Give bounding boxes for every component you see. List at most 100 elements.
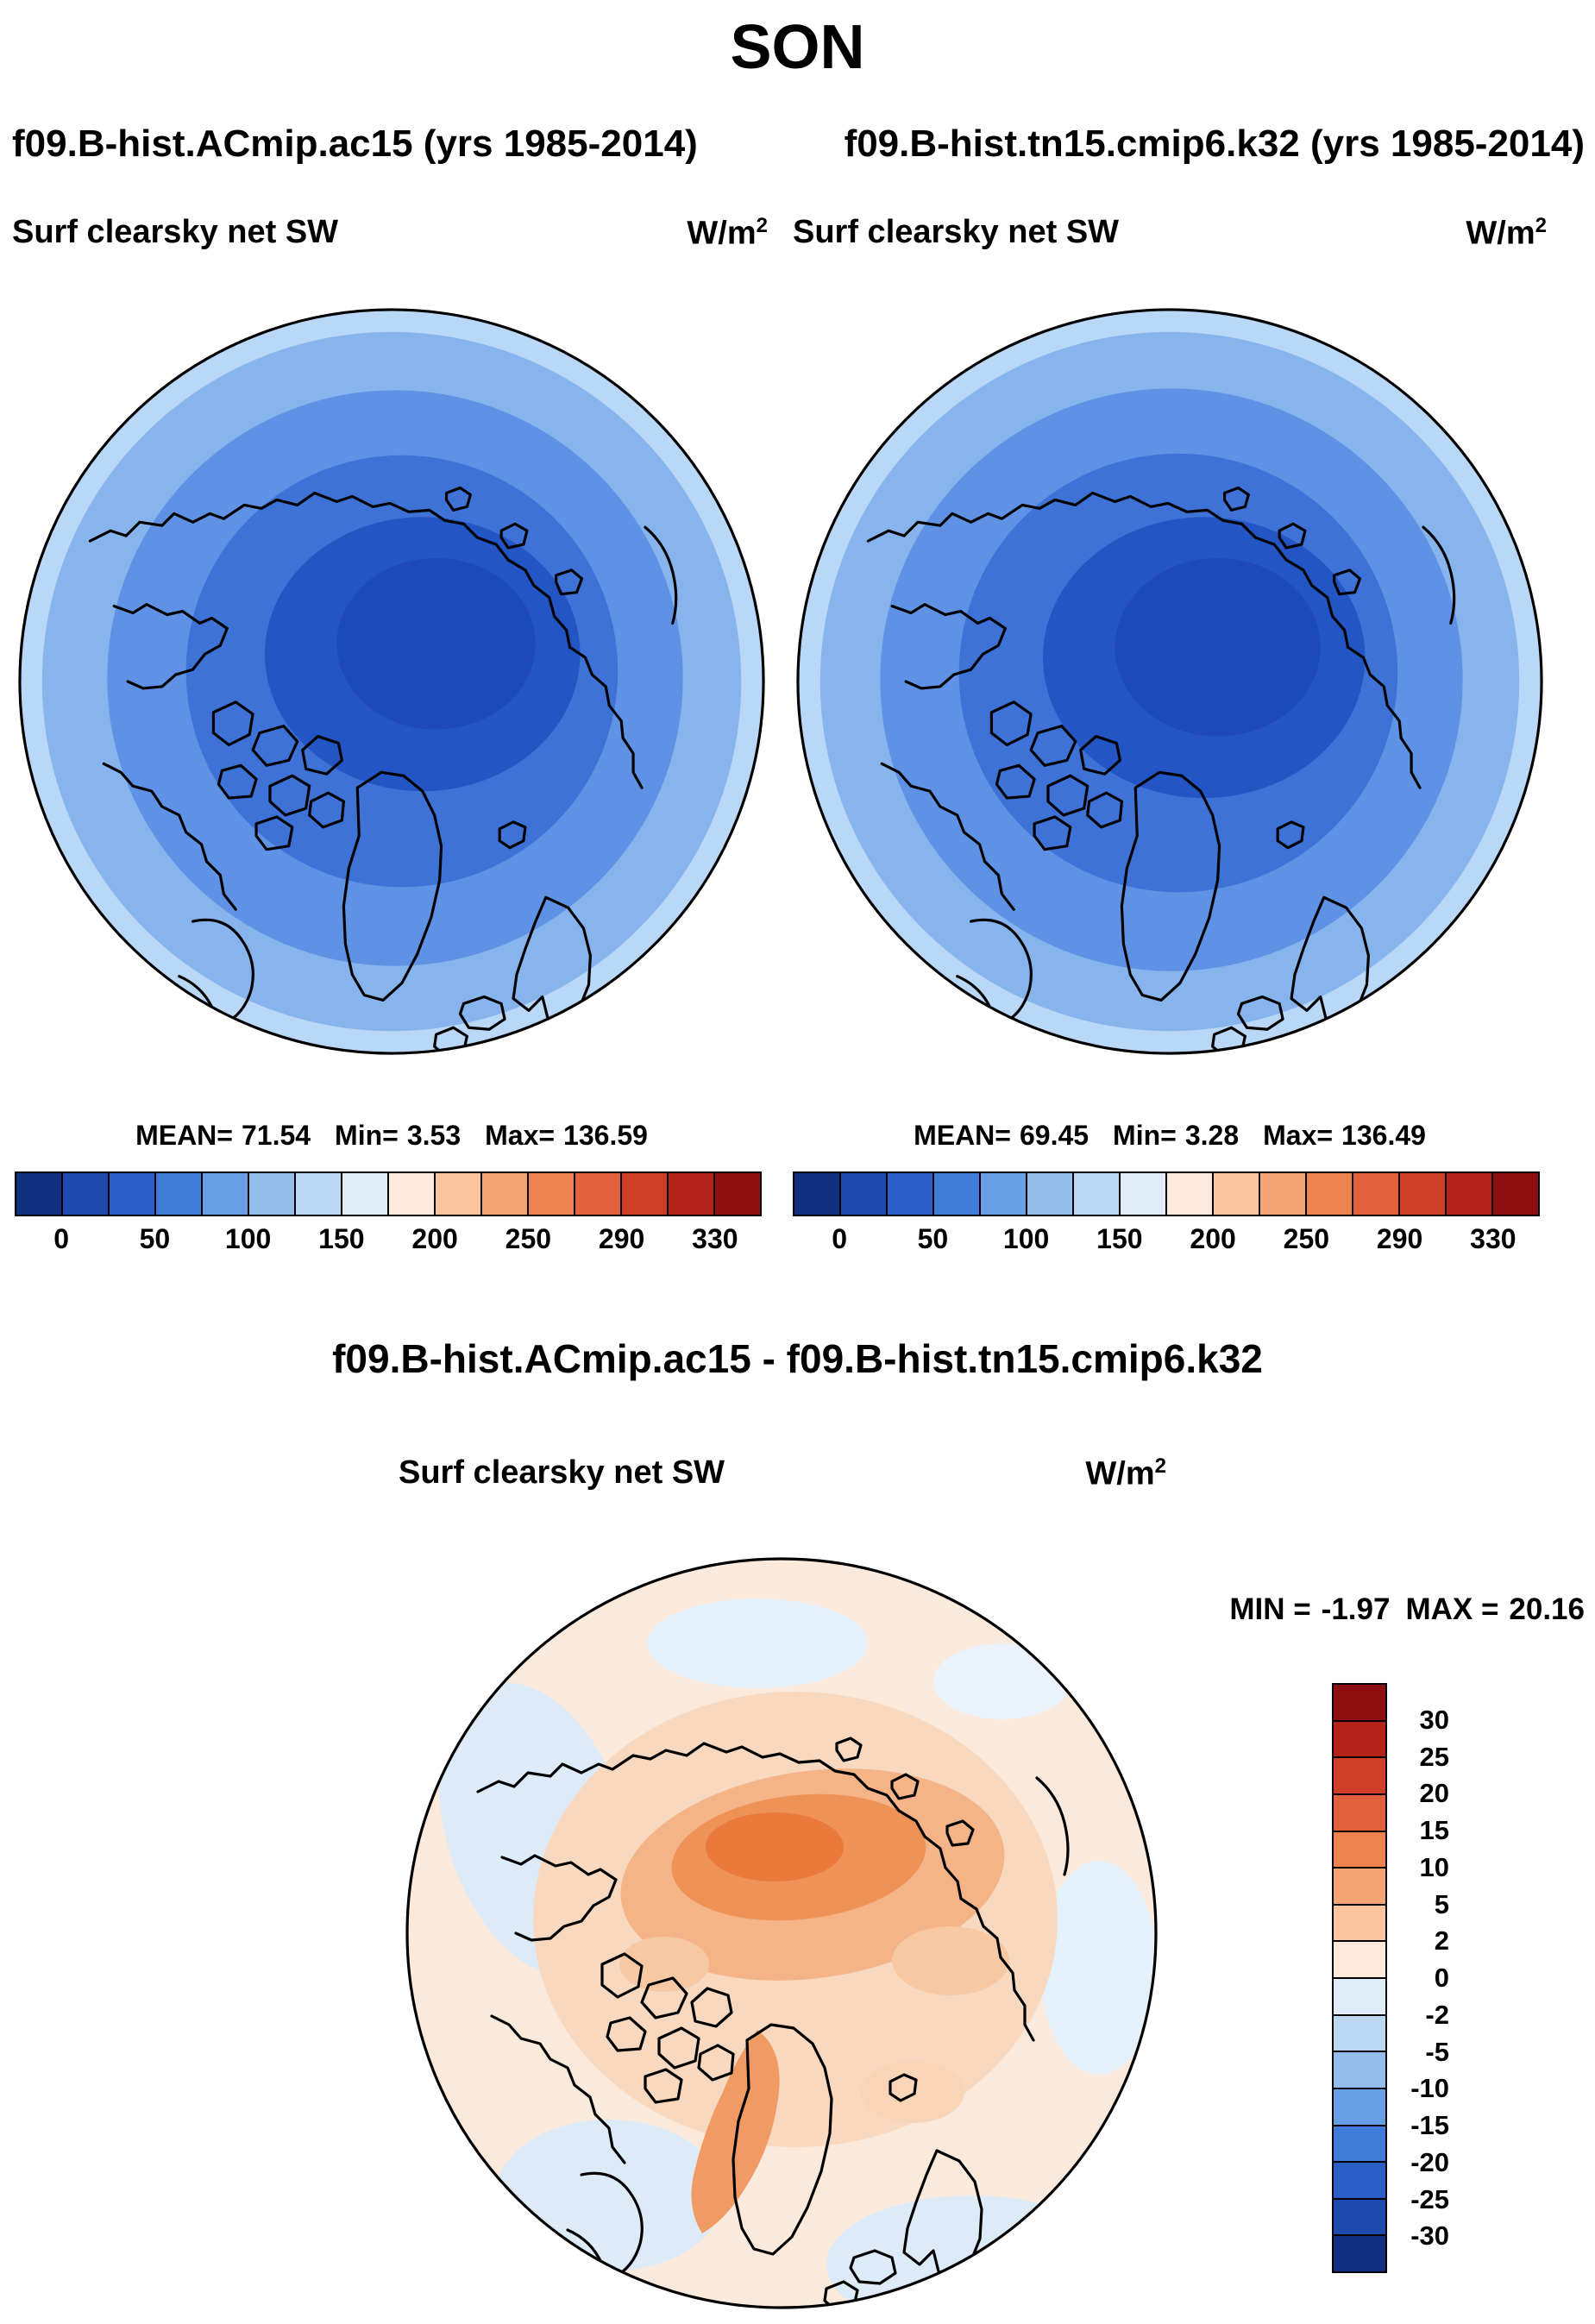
colorbar-level-label: -20 [1410, 2146, 1449, 2177]
colorbar-left-ticks: 0 50 100 150 200 250 290 330 [15, 1223, 762, 1255]
colorbar-segment [1212, 1173, 1259, 1215]
colorbar-tick-label: 330 [692, 1223, 738, 1254]
colorbar-segment [527, 1173, 574, 1215]
max-value: 136.59 [563, 1120, 648, 1151]
mean-label: MEAN= [135, 1120, 233, 1151]
diff-min-label: MIN = [1229, 1592, 1311, 1626]
colorbar-level-label: -30 [1410, 2220, 1449, 2252]
min-value: 3.28 [1184, 1120, 1240, 1151]
colorbar-level-label: 20 [1419, 1778, 1449, 1809]
colorbar-level-label: 10 [1419, 1851, 1449, 1882]
max-label: Max= [1263, 1120, 1334, 1151]
mean-value: 69.45 [1019, 1120, 1089, 1151]
colorbar-segment [108, 1173, 154, 1215]
colorbar-segment [886, 1173, 933, 1215]
max-value: 136.49 [1341, 1120, 1426, 1151]
colorbar-segment [667, 1173, 713, 1215]
colorbar-diff-labels: 30 25 20 15 10 5 2 0 -2 -5 -10 -15 -20 -25 -30 [1399, 1683, 1449, 2273]
difference-title: f09.B-hist.ACmip.ac15 - f09.B-hist.tn15.… [332, 1336, 1263, 1381]
polar-map-right-svg [796, 308, 1543, 1055]
colorbar-diff [1332, 1683, 1387, 2273]
colorbar-segment [1398, 1173, 1445, 1215]
colorbar-segment [1334, 2087, 1385, 2125]
colorbar-segment [1334, 1719, 1385, 1757]
colorbar-segment [1334, 2161, 1385, 2198]
colorbar-tick-label: 200 [1190, 1223, 1236, 1254]
colorbar-segment [480, 1173, 527, 1215]
colorbar-tick-label: 250 [1283, 1223, 1330, 1254]
variable-label-right: Surf clearsky net SW [793, 214, 1120, 250]
colorbar-segment [1165, 1173, 1212, 1215]
colorbar-tick-label: 50 [917, 1223, 949, 1254]
diff-min-value: -1.97 [1321, 1592, 1391, 1626]
colorbar-level-label: 5 [1434, 1888, 1449, 1919]
colorbar-segment [1334, 1940, 1385, 1977]
max-label: Max= [485, 1120, 556, 1151]
colorbar-level-label: 0 [1434, 1963, 1449, 1993]
colorbar-level-label: -25 [1410, 2183, 1449, 2214]
colorbar-segment [341, 1173, 387, 1215]
colorbar-level-label: 2 [1434, 1925, 1449, 1957]
colorbar-right-ticks: 0 50 100 150 200 250 290 330 [793, 1223, 1540, 1255]
colorbar-level-label: -10 [1410, 2073, 1449, 2104]
diff-max-value: 20.16 [1509, 1592, 1585, 1626]
colorbar-level-label: -5 [1425, 2036, 1449, 2067]
colorbar-segment [16, 1173, 61, 1215]
units-base: W/m [1085, 1455, 1155, 1492]
colorbar-segment [839, 1173, 886, 1215]
colorbar-segment [61, 1173, 108, 1215]
colorbar-tick-label: 50 [139, 1223, 171, 1254]
colorbar-level-label: 25 [1419, 1741, 1449, 1772]
mean-value: 71.54 [241, 1120, 311, 1151]
colorbar-segment [1334, 2197, 1385, 2235]
polar-map-diff-svg [405, 1557, 1158, 2309]
colorbar-tick-label: 100 [224, 1223, 272, 1254]
variable-label-diff: Surf clearsky net SW [399, 1454, 725, 1491]
polar-map-left [15, 305, 769, 1058]
mean-label: MEAN= [914, 1120, 1011, 1151]
colorbar-segment [979, 1173, 1026, 1215]
colorbar-segment [1119, 1173, 1165, 1215]
colorbar-right [793, 1171, 1540, 1216]
colorbar-segment [1259, 1173, 1305, 1215]
colorbar-segment [794, 1173, 839, 1215]
colorbar-segment [1352, 1173, 1398, 1215]
colorbar-segment [1334, 1977, 1385, 2014]
colorbar-segment [713, 1173, 760, 1215]
colorbar-segment [294, 1173, 341, 1215]
colorbar-segment [1334, 1793, 1385, 1831]
colorbar-tick-label: 150 [1096, 1223, 1143, 1254]
colorbar-segment [1334, 1685, 1385, 1720]
colorbar-segment [1334, 1830, 1385, 1868]
colorbar-segment [1491, 1173, 1538, 1215]
colorbar-tick-label: 0 [53, 1223, 70, 1254]
units-exponent: 2 [756, 214, 768, 237]
stats-row-left: MEAN= 71.54 Min= 3.53 Max= 136.59 [15, 1120, 769, 1152]
colorbar-tick-label: 290 [1376, 1223, 1423, 1254]
stats-row-right: MEAN= 69.45 Min= 3.28 Max= 136.49 [793, 1120, 1547, 1152]
units-base: W/m [687, 215, 757, 252]
colorbar-segment [1334, 1903, 1385, 1941]
colorbar-segment [933, 1173, 979, 1215]
units-label-left: W/m2 [15, 214, 768, 253]
colorbar-level-label: -15 [1410, 2110, 1449, 2140]
colorbar-segment [620, 1173, 667, 1215]
colorbar-segment [1334, 2124, 1385, 2162]
colorbar-left [15, 1171, 762, 1216]
colorbar-tick-label: 100 [1002, 1223, 1050, 1254]
run-title-left: f09.B-hist.ACmip.ac15 (yrs 1985-2014) [12, 122, 698, 165]
colorbar-tick-label: 0 [832, 1223, 848, 1254]
colorbar-segment [574, 1173, 620, 1215]
season-title: SON [730, 13, 865, 82]
polar-map-left-svg [18, 308, 765, 1055]
colorbar-segment [1445, 1173, 1491, 1215]
colorbar-segment [434, 1173, 480, 1215]
colorbar-tick-label: 330 [1470, 1223, 1517, 1254]
colorbar-segment [1305, 1173, 1352, 1215]
units-label-right: W/m2 [793, 214, 1547, 253]
variable-label-left: Surf clearsky net SW [12, 214, 339, 250]
polar-map-diff [402, 1554, 1161, 2313]
run-title-right: f09.B-hist.tn15.cmip6.k32 (yrs 1985-2014… [844, 122, 1585, 165]
colorbar-segment [248, 1173, 294, 1215]
